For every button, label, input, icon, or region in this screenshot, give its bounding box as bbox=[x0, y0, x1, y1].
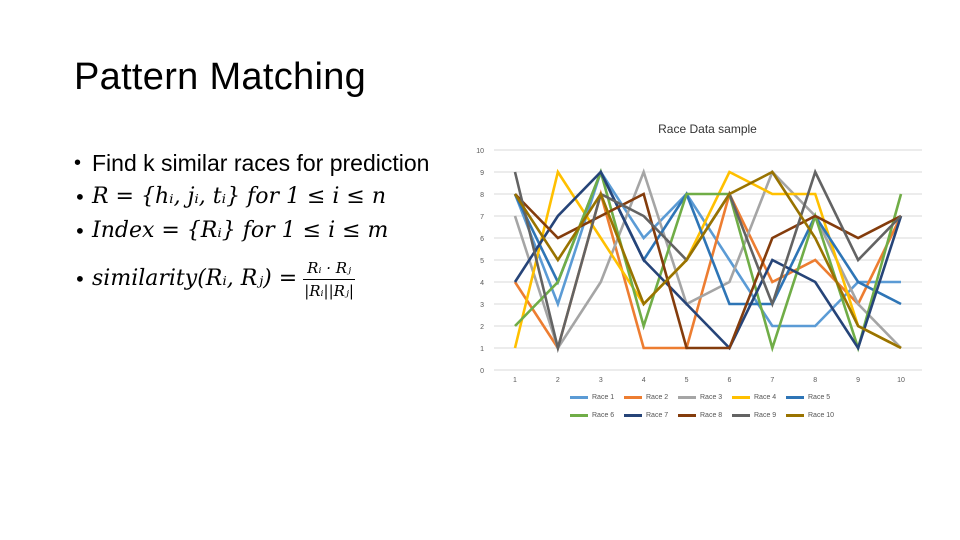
legend-label: Race 2 bbox=[646, 394, 669, 401]
legend-swatch bbox=[732, 413, 750, 417]
bullet-race-definition: R = {hᵢ, jᵢ, tᵢ} for 1 ≤ i ≤ n bbox=[74, 180, 429, 214]
legend-item-race-2: Race 2 bbox=[624, 394, 678, 410]
legend-swatch bbox=[786, 413, 804, 417]
series-line-race-7 bbox=[513, 169, 903, 351]
x-tick-label: 7 bbox=[770, 377, 774, 384]
y-tick-label: 7 bbox=[480, 214, 484, 221]
bullet-list: Find k similar races for prediction R = … bbox=[74, 146, 429, 310]
legend-swatch bbox=[678, 413, 696, 417]
legend-item-race-8: Race 8 bbox=[678, 412, 732, 428]
x-tick-label: 6 bbox=[727, 377, 731, 384]
y-tick-label: 1 bbox=[480, 346, 484, 353]
legend-swatch bbox=[570, 413, 588, 417]
chart-legend: Race 1 Race 2 Race 3 Race 4 Race 5 Race 6 Race… bbox=[570, 394, 860, 430]
legend-item-race-3: Race 3 bbox=[678, 394, 732, 410]
y-tick-label: 0 bbox=[480, 368, 484, 375]
legend-swatch bbox=[624, 395, 642, 399]
x-tick-label: 8 bbox=[813, 377, 817, 384]
legend-swatch bbox=[570, 395, 588, 399]
legend-label: Race 9 bbox=[754, 412, 777, 419]
x-tick-label: 3 bbox=[599, 377, 603, 384]
x-tick-label: 2 bbox=[556, 377, 560, 384]
bullet-find-races: Find k similar races for prediction bbox=[74, 146, 429, 180]
legend-item-race-1: Race 1 bbox=[570, 394, 624, 410]
legend-swatch bbox=[786, 395, 804, 399]
legend-item-race-7: Race 7 bbox=[624, 412, 678, 428]
y-tick-label: 5 bbox=[480, 258, 484, 265]
x-tick-label: 10 bbox=[897, 377, 905, 384]
y-tick-label: 2 bbox=[480, 324, 484, 331]
legend-item-race-9: Race 9 bbox=[732, 412, 786, 428]
legend-label: Race 5 bbox=[808, 394, 831, 401]
fraction-numerator: Rᵢ · Rⱼ bbox=[303, 259, 356, 280]
legend-item-race-5: Race 5 bbox=[786, 394, 840, 410]
legend-label: Race 4 bbox=[754, 394, 777, 401]
legend-swatch bbox=[732, 395, 750, 399]
legend-swatch bbox=[678, 395, 696, 399]
legend-label: Race 7 bbox=[646, 412, 669, 419]
x-tick-label: 5 bbox=[685, 377, 689, 384]
legend-item-race-6: Race 6 bbox=[570, 412, 624, 428]
y-tick-label: 3 bbox=[480, 302, 484, 309]
similarity-fraction: Rᵢ · Rⱼ |Rᵢ||Rⱼ| bbox=[303, 259, 356, 300]
legend-label: Race 10 bbox=[808, 412, 835, 419]
legend-item-race-4: Race 4 bbox=[732, 394, 786, 410]
x-tick-label: 4 bbox=[642, 377, 646, 384]
legend-label: Race 3 bbox=[700, 394, 723, 401]
bullet-index-definition: Index = {Rᵢ} for 1 ≤ i ≤ m bbox=[74, 214, 429, 248]
y-tick-label: 10 bbox=[476, 148, 484, 155]
y-tick-label: 6 bbox=[480, 236, 484, 243]
x-tick-label: 9 bbox=[856, 377, 860, 384]
bullet-similarity: similarity(Rᵢ, Rⱼ) =Rᵢ · Rⱼ|Rᵢ||Rⱼ| bbox=[74, 248, 429, 310]
legend-label: Race 1 bbox=[592, 394, 615, 401]
similarity-label: similarity(Rᵢ, Rⱼ) = bbox=[92, 266, 298, 291]
legend-label: Race 8 bbox=[700, 412, 723, 419]
y-tick-label: 4 bbox=[480, 280, 484, 287]
y-tick-label: 9 bbox=[480, 170, 484, 177]
legend-item-race-10: Race 10 bbox=[786, 412, 840, 428]
series-line-race-4 bbox=[513, 168, 902, 350]
slide-title: Pattern Matching bbox=[74, 56, 367, 98]
y-tick-label: 8 bbox=[480, 192, 484, 199]
legend-label: Race 6 bbox=[592, 412, 615, 419]
line-chart: 0 1 2 3 4 5 6 7 8 9 10 1 2 3 4 5 6 7 8 9 10 bbox=[476, 148, 922, 384]
x-tick-label: 1 bbox=[513, 377, 517, 384]
fraction-denominator: |Rᵢ||Rⱼ| bbox=[304, 281, 354, 300]
chart-title: Race Data sample bbox=[658, 122, 757, 136]
series-line-race-10 bbox=[513, 170, 902, 350]
legend-swatch bbox=[624, 413, 642, 417]
